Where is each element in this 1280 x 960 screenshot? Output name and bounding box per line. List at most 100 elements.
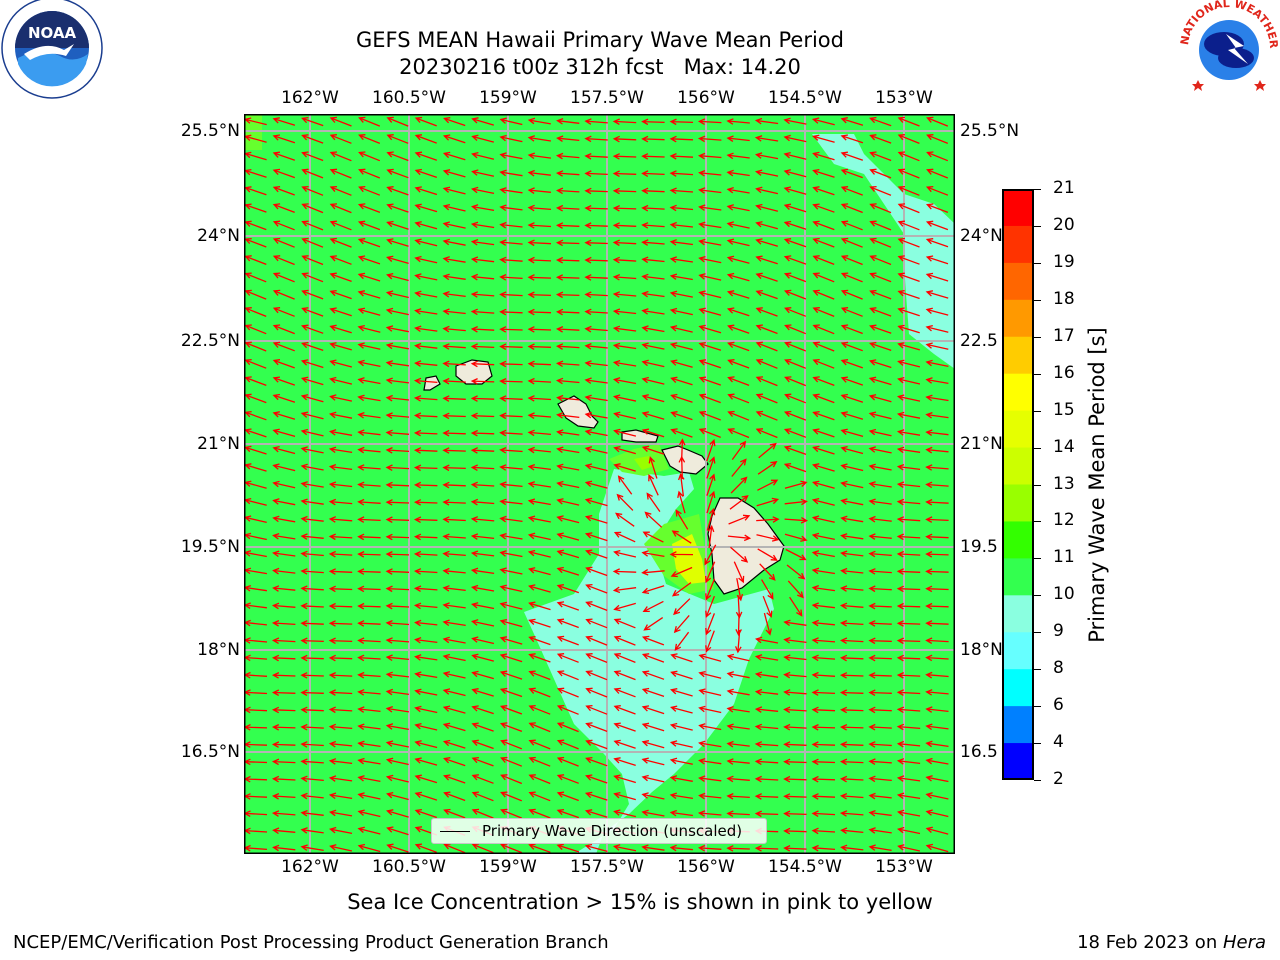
wave-arrow	[584, 791, 608, 801]
wave-arrow	[925, 499, 949, 506]
wave-arrow	[528, 670, 551, 681]
wave-arrow	[385, 705, 410, 713]
wave-arrow	[357, 740, 381, 748]
wave-arrow	[471, 705, 494, 715]
wave-arrow	[413, 377, 438, 385]
wave-arrow	[556, 756, 579, 767]
wave-arrow	[868, 515, 892, 523]
wave-arrow	[527, 515, 551, 523]
wave-arrow	[499, 618, 523, 628]
wave-arrow	[869, 237, 892, 248]
wave-arrow	[869, 255, 892, 266]
colorbar-tick-mark	[1034, 447, 1041, 449]
wave-arrow	[756, 497, 780, 507]
wave-arrow	[726, 653, 750, 662]
wave-arrow	[726, 740, 750, 748]
wave-arrow	[386, 151, 409, 162]
wave-arrow	[556, 601, 580, 611]
wave-arrow	[868, 411, 892, 420]
wave-arrow	[677, 490, 686, 514]
wave-arrow	[386, 134, 409, 144]
wave-arrow	[500, 843, 523, 854]
wave-arrow	[706, 507, 716, 531]
wave-arrow	[812, 445, 835, 455]
wave-arrow	[272, 445, 296, 455]
wave-arrow	[925, 429, 949, 436]
wave-arrow	[784, 533, 808, 542]
wave-arrow	[641, 635, 665, 646]
wave-arrow	[442, 705, 466, 714]
wave-arrow	[925, 843, 949, 853]
wave-arrow	[585, 635, 608, 646]
colorbar-tick-label: 2	[1053, 769, 1064, 789]
wave-arrow	[300, 741, 324, 748]
wave-arrow	[471, 843, 494, 854]
wave-arrow	[385, 602, 410, 610]
wave-arrow	[840, 393, 864, 403]
colorbar-tick-label: 21	[1053, 178, 1075, 198]
lat-tick-left: 22.5°N	[180, 331, 240, 351]
wave-arrow	[555, 170, 580, 177]
wave-arrow	[839, 585, 864, 592]
wave-arrow	[784, 324, 807, 335]
lat-tick-right: 19.5	[960, 537, 998, 557]
wave-arrow	[868, 827, 892, 834]
wave-arrow	[555, 187, 580, 195]
wave-arrow	[414, 290, 438, 298]
wave-arrow	[386, 791, 409, 801]
lat-tick-right: 25.5°N	[960, 121, 1020, 141]
colorbar-bin	[1002, 484, 1034, 522]
wave-arrow	[499, 134, 523, 143]
colorbar-tick-mark	[1034, 669, 1041, 671]
wave-arrow	[669, 273, 693, 281]
wave-arrow	[869, 185, 892, 196]
wave-arrow	[244, 272, 267, 283]
wave-arrow	[783, 289, 807, 300]
wave-arrow	[896, 689, 921, 696]
wave-arrow	[556, 739, 579, 750]
wave-arrow	[925, 307, 949, 316]
lat-tick-right: 22.5	[960, 331, 998, 351]
wave-arrow	[783, 689, 807, 696]
wave-arrow	[442, 602, 466, 609]
wave-arrow	[300, 620, 324, 627]
wave-arrow	[556, 532, 580, 541]
wave-arrow	[244, 324, 267, 335]
wave-arrow	[300, 550, 324, 558]
wave-arrow	[726, 204, 750, 212]
wave-arrow	[301, 220, 324, 231]
wave-arrow	[617, 475, 633, 495]
wave-arrow	[812, 289, 835, 300]
wave-period-map	[244, 114, 955, 854]
wave-arrow	[868, 654, 892, 662]
wave-arrow	[868, 498, 892, 506]
wave-arrow	[897, 116, 920, 127]
wave-arrow	[442, 290, 466, 298]
wave-arrow	[925, 359, 949, 368]
wave-arrow	[385, 447, 410, 454]
wave-arrow	[669, 135, 694, 143]
wave-arrow	[386, 255, 409, 265]
wave-arrow	[840, 411, 864, 420]
wave-arrow	[471, 688, 494, 697]
wave-arrow	[471, 619, 495, 627]
wave-arrow	[470, 204, 495, 212]
wave-arrow	[670, 705, 693, 714]
wave-arrow	[527, 360, 552, 368]
wave-arrow	[613, 602, 636, 612]
wave-arrow	[698, 757, 722, 765]
wave-arrow	[470, 326, 495, 333]
wave-arrow	[783, 428, 807, 438]
wave-arrow	[698, 410, 721, 421]
wave-arrow	[755, 341, 778, 352]
wave-arrow	[698, 221, 722, 229]
wave-arrow	[812, 134, 835, 143]
wave-arrow	[925, 671, 949, 679]
wave-arrow	[812, 341, 835, 352]
wave-arrow	[301, 324, 324, 334]
wave-arrow	[527, 308, 552, 316]
wave-arrow	[896, 775, 921, 782]
wave-arrow	[499, 204, 523, 212]
wave-arrow	[584, 428, 608, 437]
wave-arrow	[328, 792, 353, 800]
